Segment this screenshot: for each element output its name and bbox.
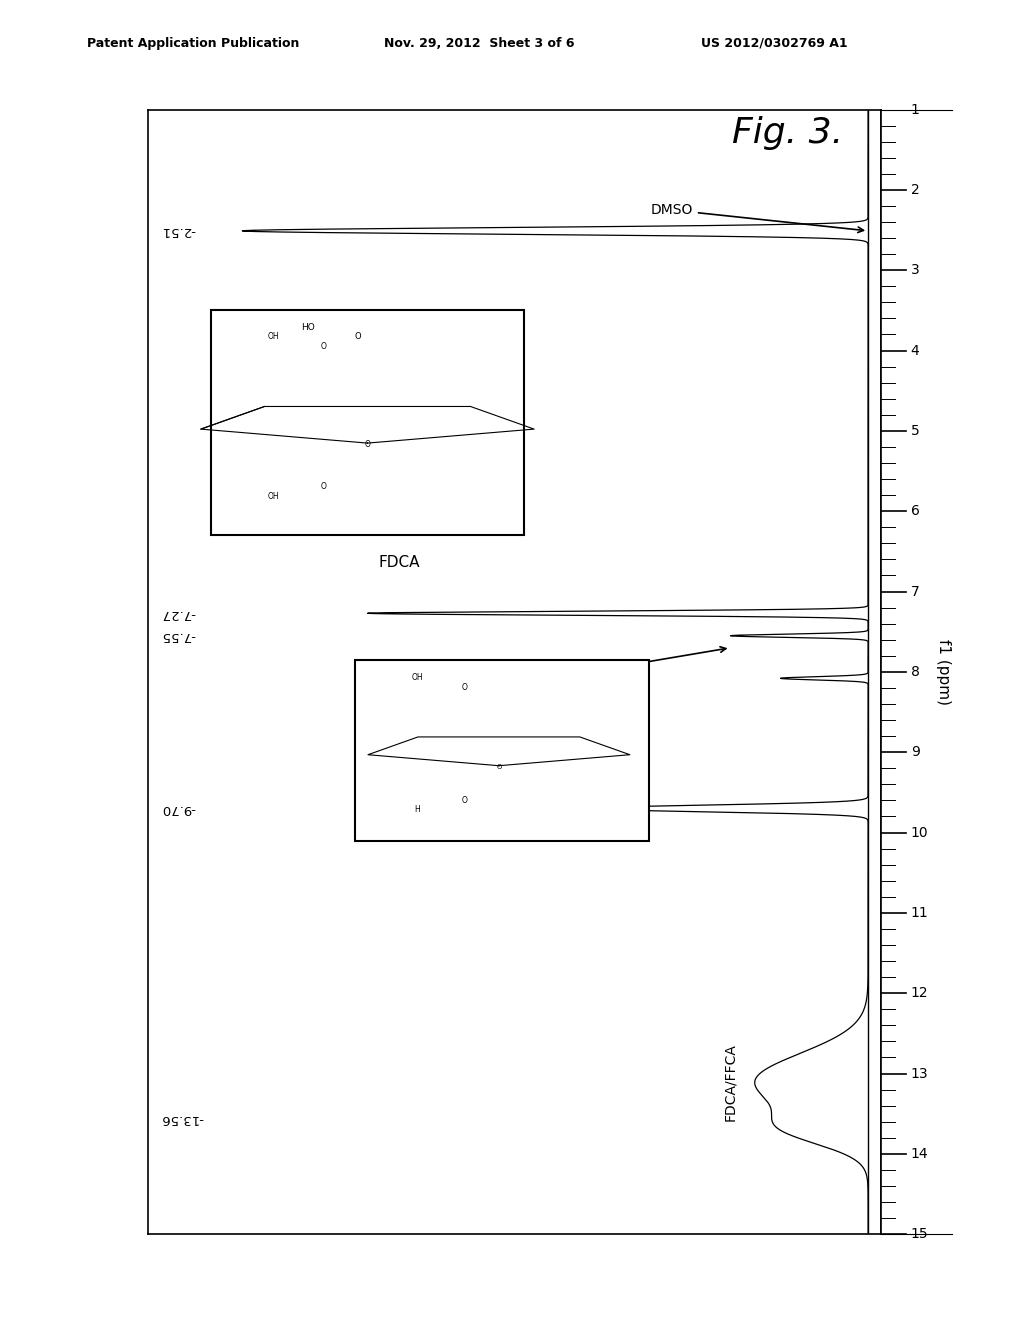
Text: 1: 1 [910, 103, 920, 116]
Text: -9.70: -9.70 [161, 803, 196, 814]
Text: H: H [415, 805, 421, 814]
Text: 10: 10 [910, 825, 929, 840]
Text: 4: 4 [910, 343, 920, 358]
Text: 6: 6 [910, 504, 920, 519]
Text: 11: 11 [910, 906, 929, 920]
Text: O: O [321, 342, 327, 351]
Text: f1 (ppm): f1 (ppm) [936, 639, 951, 705]
Text: US 2012/0302769 A1: US 2012/0302769 A1 [701, 37, 848, 50]
Text: 5: 5 [910, 424, 920, 438]
Text: 2: 2 [910, 183, 920, 197]
Text: O: O [462, 682, 467, 692]
Text: -13.56: -13.56 [161, 1111, 204, 1125]
Text: -7.55: -7.55 [161, 630, 196, 643]
Bar [211, 310, 524, 536]
Text: Nov. 29, 2012  Sheet 3 of 6: Nov. 29, 2012 Sheet 3 of 6 [384, 37, 574, 50]
Text: FDCA: FDCA [378, 556, 420, 570]
Text: Patent Application Publication: Patent Application Publication [87, 37, 299, 50]
Text: FDCA/FFCA: FDCA/FFCA [723, 1043, 737, 1121]
Text: OH: OH [268, 331, 280, 341]
Text: 12: 12 [910, 986, 929, 1001]
Text: OH: OH [268, 492, 280, 502]
Bar [355, 660, 649, 841]
Text: 15: 15 [910, 1228, 929, 1241]
Text: -2.51: -2.51 [161, 224, 196, 238]
Text: O: O [321, 482, 327, 491]
Text: O: O [497, 763, 502, 770]
Text: Fig. 3.: Fig. 3. [732, 116, 844, 150]
Text: OH: OH [412, 673, 423, 682]
Text: FFCA: FFCA [570, 647, 726, 678]
Text: DMSO: DMSO [650, 203, 863, 232]
Text: -7.27: -7.27 [161, 607, 196, 619]
Text: 14: 14 [910, 1147, 929, 1160]
Text: O: O [354, 331, 361, 341]
Text: 3: 3 [910, 263, 920, 277]
Text: 9: 9 [910, 746, 920, 759]
Text: 13: 13 [910, 1067, 929, 1081]
Text: O: O [462, 796, 467, 805]
Text: HO: HO [301, 323, 315, 333]
Text: 7: 7 [910, 585, 920, 598]
Text: 8: 8 [910, 665, 920, 678]
Text: O: O [365, 440, 371, 449]
